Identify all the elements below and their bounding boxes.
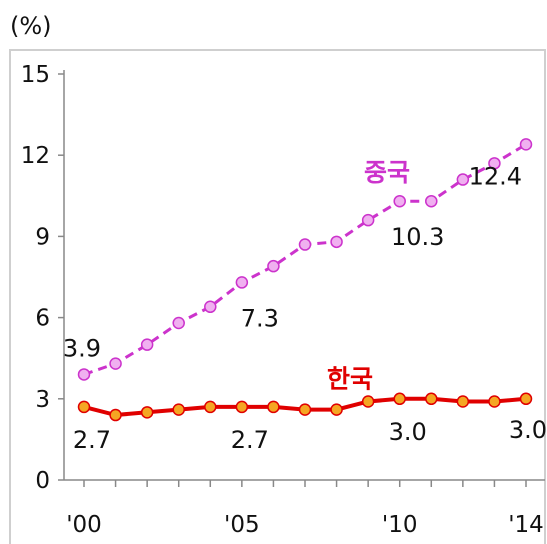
series-point-0 — [361, 213, 375, 227]
y-tick-label: 15 — [21, 62, 50, 88]
series-point-0 — [109, 357, 122, 370]
series-point-1 — [172, 403, 185, 416]
series-point-1 — [425, 392, 438, 406]
data-label: 2.7 — [231, 426, 269, 454]
data-label: 12.4 — [469, 162, 522, 190]
y-tick-label: 9 — [35, 224, 50, 250]
series-point-0 — [235, 276, 249, 289]
y-tick-label: 3 — [35, 387, 50, 413]
series-point-0 — [140, 338, 154, 351]
series-point-0 — [204, 300, 217, 314]
data-label: 3.0 — [509, 416, 547, 444]
x-tick-label: '10 — [382, 512, 418, 538]
series-point-0 — [456, 173, 470, 186]
series-point-1 — [456, 395, 470, 408]
series-point-1 — [393, 392, 406, 406]
series-point-0 — [393, 194, 406, 208]
y-tick-label: 12 — [21, 143, 50, 169]
series-point-1 — [77, 400, 91, 414]
series-point-1 — [140, 406, 154, 419]
y-tick-label: 0 — [35, 468, 50, 494]
series-point-0 — [77, 368, 91, 381]
series-point-0 — [519, 138, 533, 151]
series-point-0 — [172, 316, 185, 330]
axes: 0 3 6 9 12 15 '00 '05 '10 '14 — [21, 62, 545, 538]
series-point-1 — [109, 408, 122, 422]
series-point-1 — [204, 400, 217, 414]
series-point-1 — [330, 403, 343, 416]
data-label: 2.7 — [73, 426, 111, 454]
plot-frame — [9, 49, 546, 544]
series-point-1 — [519, 392, 533, 406]
data-label: 3.9 — [63, 334, 101, 362]
series-point-0 — [267, 259, 280, 273]
series-layer — [77, 138, 533, 422]
series-point-1 — [235, 400, 249, 414]
series-point-0 — [330, 235, 343, 249]
data-label: 7.3 — [241, 304, 279, 332]
series-name-label: 중국 — [364, 158, 410, 187]
x-tick-label: '14 — [508, 512, 544, 538]
series-point-1 — [361, 395, 375, 408]
x-tick-label: '05 — [224, 512, 260, 538]
series-point-1 — [267, 400, 280, 414]
labels-layer: 중국 3.9 7.3 10.3 12.4 한국 2.7 2.7 3.0 3.0 — [63, 158, 547, 454]
series-point-0 — [488, 157, 501, 170]
series-point-1 — [298, 403, 312, 416]
x-tick-label: '00 — [66, 512, 102, 538]
data-label: 10.3 — [391, 223, 444, 251]
series-name-label: 한국 — [327, 365, 373, 394]
data-label: 3.0 — [389, 418, 427, 446]
series-point-0 — [425, 194, 438, 208]
series-point-0 — [298, 238, 312, 251]
unit-label: (%) — [10, 12, 52, 40]
series-point-1 — [488, 395, 501, 408]
y-tick-label: 6 — [35, 306, 50, 332]
